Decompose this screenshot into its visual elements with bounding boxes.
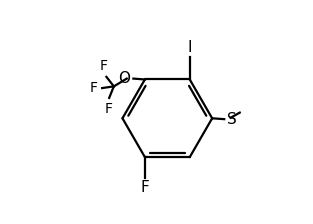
Text: F: F [90,81,97,95]
Text: O: O [118,71,130,86]
Text: F: F [141,180,149,195]
Text: S: S [227,112,237,127]
Text: F: F [100,59,107,73]
Text: F: F [105,102,113,116]
Text: I: I [187,40,192,55]
